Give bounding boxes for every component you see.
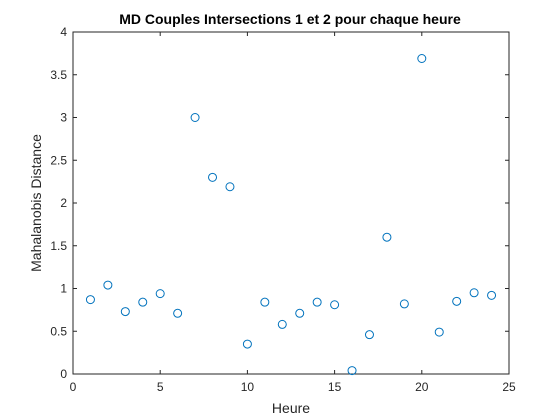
x-tick-label: 0	[70, 380, 77, 394]
y-tick-label: 2	[60, 196, 67, 210]
y-axis-label: Mahalanobis Distance	[28, 134, 44, 272]
x-axis-label: Heure	[272, 400, 310, 416]
y-tick-label: 3.5	[50, 68, 67, 82]
x-tick-label: 10	[241, 380, 255, 394]
y-tick-label: 2.5	[50, 153, 67, 167]
y-tick-label: 0.5	[50, 324, 67, 338]
x-tick-label: 15	[328, 380, 342, 394]
y-tick-label: 4	[60, 25, 67, 39]
x-tick-label: 20	[415, 380, 429, 394]
y-tick-label: 1	[60, 282, 67, 296]
y-tick-label: 0	[60, 367, 67, 381]
y-tick-label: 1.5	[50, 239, 67, 253]
y-tick-label: 3	[60, 111, 67, 125]
chart-title: MD Couples Intersections 1 et 2 pour cha…	[119, 11, 461, 27]
x-tick-label: 25	[502, 380, 516, 394]
x-tick-label: 5	[157, 380, 164, 394]
plot-area	[73, 32, 509, 374]
